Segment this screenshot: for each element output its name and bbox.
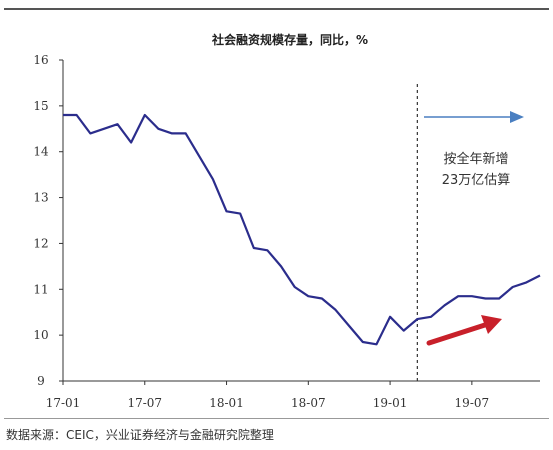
x-tick-label: 17-07 [127,396,162,410]
y-axis-ticks: 9 10 11 12 13 14 15 16 [33,53,63,388]
y-tick-label: 16 [33,53,48,67]
red-trend-arrow [426,315,502,346]
x-tick-label: 17-01 [46,396,81,410]
x-axis-ticks: 17-01 17-07 18-01 18-07 19-01 19-07 [46,381,489,410]
annotation-line-1: 按全年新增 [443,151,508,167]
x-tick-label: 19-07 [455,396,490,410]
x-tick-label: 18-01 [209,396,244,410]
y-tick-label: 10 [33,328,48,342]
y-tick-label: 9 [37,374,45,388]
series-line [63,113,541,346]
y-tick-label: 11 [33,282,48,296]
top-rule [4,8,549,10]
x-tick-label: 18-07 [291,396,326,410]
bottom-rule [4,418,549,419]
red-arrow-shaft [426,321,491,346]
source-note: 数据来源：CEIC，兴业证券经济与金融研究院整理 [6,428,274,442]
blue-arrow-head [510,111,524,123]
chart-title: 社会融资规模存量，同比，% [211,32,368,47]
annotation-line-2: 23万亿估算 [442,173,511,188]
y-tick-label: 13 [33,191,48,205]
red-arrow-head [481,315,502,334]
y-tick-label: 15 [33,99,48,113]
y-tick-label: 12 [33,236,48,250]
y-tick-label: 14 [33,145,49,159]
x-tick-label: 19-01 [373,396,408,410]
blue-arrow [424,111,524,123]
line-chart: 社会融资规模存量，同比，% 9 10 11 12 13 14 15 16 17-01 17-07… [33,32,541,410]
